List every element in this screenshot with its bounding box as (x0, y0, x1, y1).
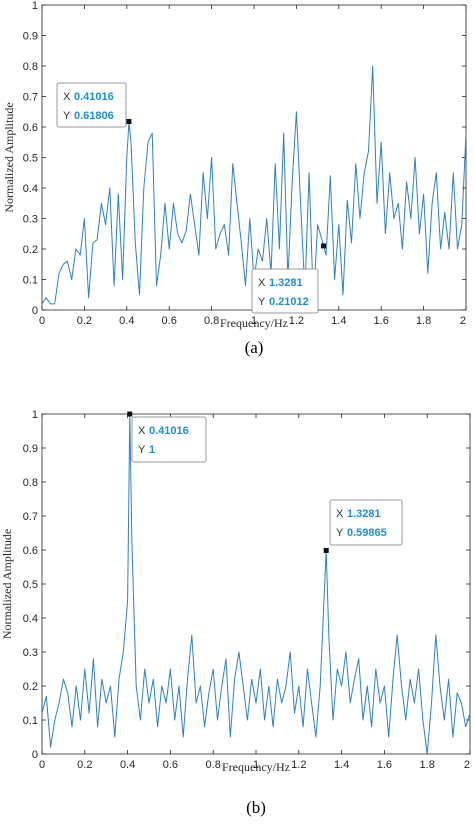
x-tick-label: 0.6 (162, 315, 177, 327)
plot-area (41, 413, 471, 755)
y-tick-label: 1 (32, 0, 38, 12)
x-tick-label: 0.4 (120, 759, 135, 771)
y-tick-label: 0.1 (23, 715, 38, 727)
x-tick-label: 1.2 (289, 315, 304, 327)
x-tick-label: 0 (39, 759, 45, 771)
x-axis-label: Frequency/Hz (222, 760, 290, 774)
datatip-marker (321, 243, 327, 249)
datatip-y-key: Y (63, 110, 71, 122)
x-tick-label: 1.6 (377, 759, 392, 771)
datatip-box (56, 82, 127, 128)
y-tick-label: 0.5 (23, 153, 38, 165)
y-tick-label: 0.6 (23, 545, 38, 557)
panel-caption: (b) (246, 798, 266, 817)
y-tick-label: 0.2 (23, 244, 38, 256)
y-axis-label: Normalized Amplitude (2, 102, 16, 212)
datatip-x-key: X (63, 91, 71, 103)
panel-caption: (a) (245, 338, 264, 357)
x-tick-label: 1.4 (334, 759, 349, 771)
datatip-x-key: X (258, 277, 266, 289)
x-tick-label: 0.6 (163, 759, 178, 771)
x-tick-label: 0.8 (204, 315, 219, 327)
datatip-x-value: 1.3281 (347, 508, 381, 520)
datatip-box (131, 416, 207, 463)
x-axis-label: Frequency/Hz (220, 316, 288, 330)
datatip-y-value: 0.59865 (347, 527, 387, 539)
x-tick-label: 1 (253, 759, 259, 771)
x-tick-label: 1.8 (420, 759, 435, 771)
datatip-y-key: Y (258, 296, 266, 308)
y-tick-label: 0.9 (23, 31, 38, 43)
x-tick-label: 2 (460, 315, 466, 327)
x-tick-label: 0.2 (77, 759, 92, 771)
series-line (41, 413, 471, 755)
chart-panel-b: 0 0.2 0.4 0.6 0.8 1 1.2 1.4 1.6 1.8 2 0 0.1 0.2 0.3 0.4… (0, 409, 471, 817)
datatip-x-value: 1.3281 (269, 277, 303, 289)
datatip-marker (127, 411, 133, 417)
datatip-y-key: Y (138, 444, 146, 456)
datatip-y-value: 0.61806 (74, 110, 114, 122)
x-tick-label: 0.2 (77, 315, 92, 327)
x-tick-label: 1 (251, 315, 257, 327)
y-tick-label: 0.2 (23, 681, 38, 693)
x-tick-label: 1.6 (374, 315, 389, 327)
x-tick-label: 1.2 (291, 759, 306, 771)
datatip-marker (126, 118, 132, 124)
datatip-y-value: 1 (149, 444, 155, 456)
y-tick-label: 0.3 (23, 647, 38, 659)
y-tick-label: 1 (32, 409, 38, 421)
datatip-x-key: X (138, 425, 146, 437)
datatip-y-value: 0.21012 (269, 296, 309, 308)
y-tick-label: 0.1 (23, 275, 38, 287)
datatip-box (329, 499, 403, 546)
x-tick-label: 1.4 (331, 315, 346, 327)
y-tick-label: 0.3 (23, 214, 38, 226)
x-tick-label: 0.4 (119, 315, 134, 327)
y-tick-label: 0 (32, 749, 38, 761)
plot-area (41, 4, 467, 311)
y-tick-label: 0.9 (23, 443, 38, 455)
datatip-y-key: Y (336, 527, 344, 539)
y-tick-label: 0.6 (23, 122, 38, 134)
y-tick-label: 0.5 (23, 579, 38, 591)
y-tick-label: 0.7 (23, 92, 38, 104)
y-tick-label: 0.7 (23, 511, 38, 523)
datatip-x-key: X (336, 508, 344, 520)
x-tick-label: 0.8 (206, 759, 221, 771)
y-axis-label: Normalized Amplitude (0, 529, 14, 639)
y-tick-label: 0 (32, 305, 38, 317)
y-tick-label: 0.4 (23, 183, 38, 195)
chart-panel-a: 0 0.2 0.4 0.6 0.8 1 1.2 1.4 1.6 1.8 2 0 0.1 0.2 0.3 0.4… (2, 0, 467, 357)
x-tick-label: 0 (39, 315, 45, 327)
y-tick-label: 0.8 (23, 477, 38, 489)
series-line (41, 65, 467, 305)
x-tick-label: 1.8 (416, 315, 431, 327)
y-tick-label: 0.4 (23, 613, 38, 625)
datatip-x-value: 0.41016 (149, 425, 189, 437)
datatip-marker (323, 547, 329, 553)
datatip-x-value: 0.41016 (74, 91, 114, 103)
datatip-box (251, 268, 319, 314)
x-tick-label: 2 (464, 759, 470, 771)
y-tick-label: 0.8 (23, 61, 38, 73)
